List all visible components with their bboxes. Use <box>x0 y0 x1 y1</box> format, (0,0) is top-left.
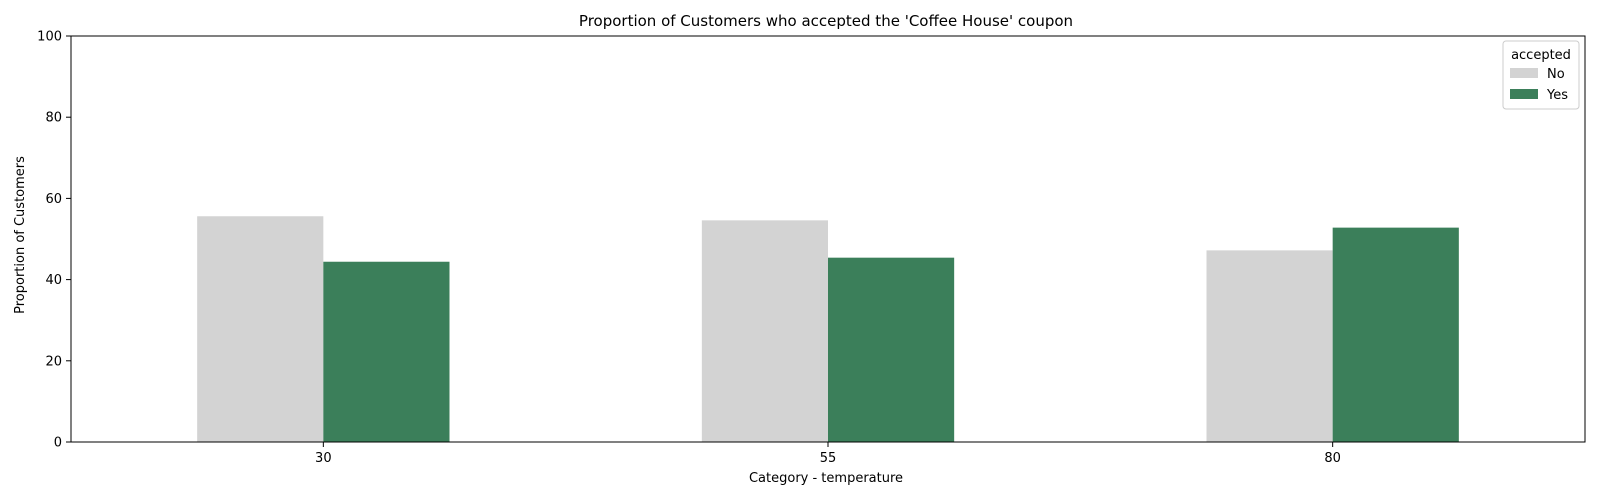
legend-swatch-yes <box>1510 89 1538 99</box>
y-tick-label: 20 <box>45 354 62 369</box>
y-tick-label: 0 <box>54 436 62 451</box>
bar-no-55 <box>701 220 828 442</box>
x-tick-label: 80 <box>1324 451 1341 466</box>
y-tick-label: 80 <box>45 111 62 126</box>
x-tick-label: 30 <box>315 451 332 466</box>
bar-yes-80 <box>1332 227 1459 442</box>
x-tick-label: 55 <box>820 451 837 466</box>
plot-area: 0 20 40 60 80 100 30 55 80 <box>37 30 1586 466</box>
legend-swatch-no <box>1510 68 1538 78</box>
y-tick-label: 40 <box>45 273 62 288</box>
bar-no-80 <box>1206 250 1333 442</box>
x-axis-label: Category - temperature <box>749 471 903 486</box>
legend-label-yes: Yes <box>1546 88 1568 103</box>
chart-title: Proportion of Customers who accepted the… <box>579 12 1073 30</box>
legend-title: accepted <box>1511 48 1571 63</box>
legend: accepted No Yes <box>1502 40 1580 110</box>
y-tick-label: 60 <box>45 192 62 207</box>
bar-no-30 <box>197 216 324 442</box>
y-tick-label: 100 <box>37 30 62 45</box>
y-axis-label: Proportion of Customers <box>13 156 28 314</box>
bar-yes-30 <box>323 261 450 442</box>
legend-label-no: No <box>1547 67 1565 82</box>
bar-yes-55 <box>828 257 955 442</box>
